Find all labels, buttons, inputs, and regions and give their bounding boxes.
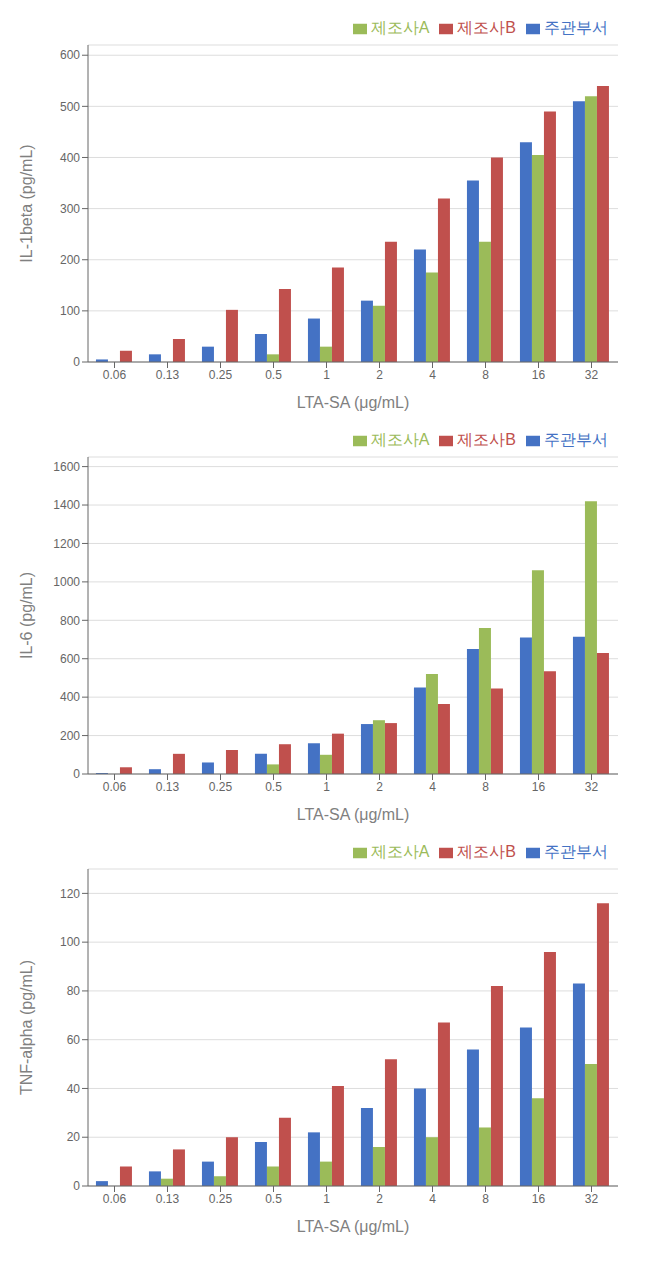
svg-text:4: 4 (429, 368, 436, 382)
svg-text:1200: 1200 (53, 537, 80, 551)
svg-text:300: 300 (60, 202, 80, 216)
svg-text:16: 16 (532, 780, 546, 794)
svg-text:60: 60 (67, 1033, 81, 1047)
svg-text:1600: 1600 (53, 460, 80, 474)
html-text:주관부서: 주관부서 (544, 431, 608, 448)
svg-text:16: 16 (532, 368, 546, 382)
svg-text:8: 8 (482, 368, 489, 382)
svg-text:IL-6 (pg/mL): IL-6 (pg/mL) (18, 572, 35, 659)
svg-text:20: 20 (67, 1130, 81, 1144)
svg-text:0.25: 0.25 (209, 780, 233, 794)
html-text:제조사A: 제조사A (370, 431, 430, 448)
svg-text:4: 4 (429, 780, 436, 794)
svg-text:0: 0 (73, 1179, 80, 1193)
svg-text:0.13: 0.13 (156, 1192, 180, 1206)
svg-text:0.06: 0.06 (103, 1192, 127, 1206)
svg-text:800: 800 (60, 614, 80, 628)
svg-text:0.5: 0.5 (265, 780, 282, 794)
svg-text:600: 600 (60, 48, 80, 62)
svg-text:1: 1 (323, 780, 330, 794)
svg-text:2: 2 (376, 1192, 383, 1206)
svg-text:LTA-SA (μg/mL): LTA-SA (μg/mL) (297, 806, 410, 823)
svg-text:1: 1 (323, 1192, 330, 1206)
svg-text:600: 600 (60, 652, 80, 666)
svg-text:2: 2 (376, 368, 383, 382)
svg-text:32: 32 (585, 368, 599, 382)
svg-text:0.5: 0.5 (265, 1192, 282, 1206)
svg-text:400: 400 (60, 690, 80, 704)
html-text:제조사A: 제조사A (370, 19, 430, 36)
svg-text:2: 2 (376, 780, 383, 794)
html-text:제조사A: 제조사A (370, 843, 430, 860)
svg-text:40: 40 (67, 1082, 81, 1096)
svg-text:1000: 1000 (53, 575, 80, 589)
svg-text:0: 0 (73, 767, 80, 781)
svg-text:120: 120 (60, 887, 80, 901)
svg-text:400: 400 (60, 151, 80, 165)
svg-text:IL-1beta (pg/mL): IL-1beta (pg/mL) (18, 144, 35, 262)
html-text:주관부서: 주관부서 (544, 19, 608, 36)
svg-text:0: 0 (73, 355, 80, 369)
svg-text:0.13: 0.13 (156, 780, 180, 794)
html-text:제조사B: 제조사B (457, 19, 516, 36)
svg-text:16: 16 (532, 1192, 546, 1206)
svg-text:0.5: 0.5 (265, 368, 282, 382)
svg-text:500: 500 (60, 100, 80, 114)
svg-text:TNF-alpha (pg/mL): TNF-alpha (pg/mL) (18, 960, 35, 1095)
svg-text:100: 100 (60, 935, 80, 949)
svg-text:0.25: 0.25 (209, 1192, 233, 1206)
svg-text:100: 100 (60, 304, 80, 318)
svg-text:8: 8 (482, 1192, 489, 1206)
svg-text:LTA-SA (μg/mL): LTA-SA (μg/mL) (297, 1218, 410, 1235)
svg-text:80: 80 (67, 984, 81, 998)
svg-text:4: 4 (429, 1192, 436, 1206)
svg-text:1: 1 (323, 368, 330, 382)
svg-text:32: 32 (585, 780, 599, 794)
svg-text:32: 32 (585, 1192, 599, 1206)
svg-text:0.06: 0.06 (103, 368, 127, 382)
svg-text:200: 200 (60, 253, 80, 267)
svg-text:0.06: 0.06 (103, 780, 127, 794)
svg-text:8: 8 (482, 780, 489, 794)
html-text:제조사B: 제조사B (457, 431, 516, 448)
html-text:제조사B: 제조사B (457, 843, 516, 860)
svg-text:200: 200 (60, 729, 80, 743)
svg-text:0.25: 0.25 (209, 368, 233, 382)
svg-text:1400: 1400 (53, 498, 80, 512)
html-text:주관부서: 주관부서 (544, 843, 608, 860)
svg-text:0.13: 0.13 (156, 368, 180, 382)
svg-text:LTA-SA (μg/mL): LTA-SA (μg/mL) (297, 394, 410, 411)
